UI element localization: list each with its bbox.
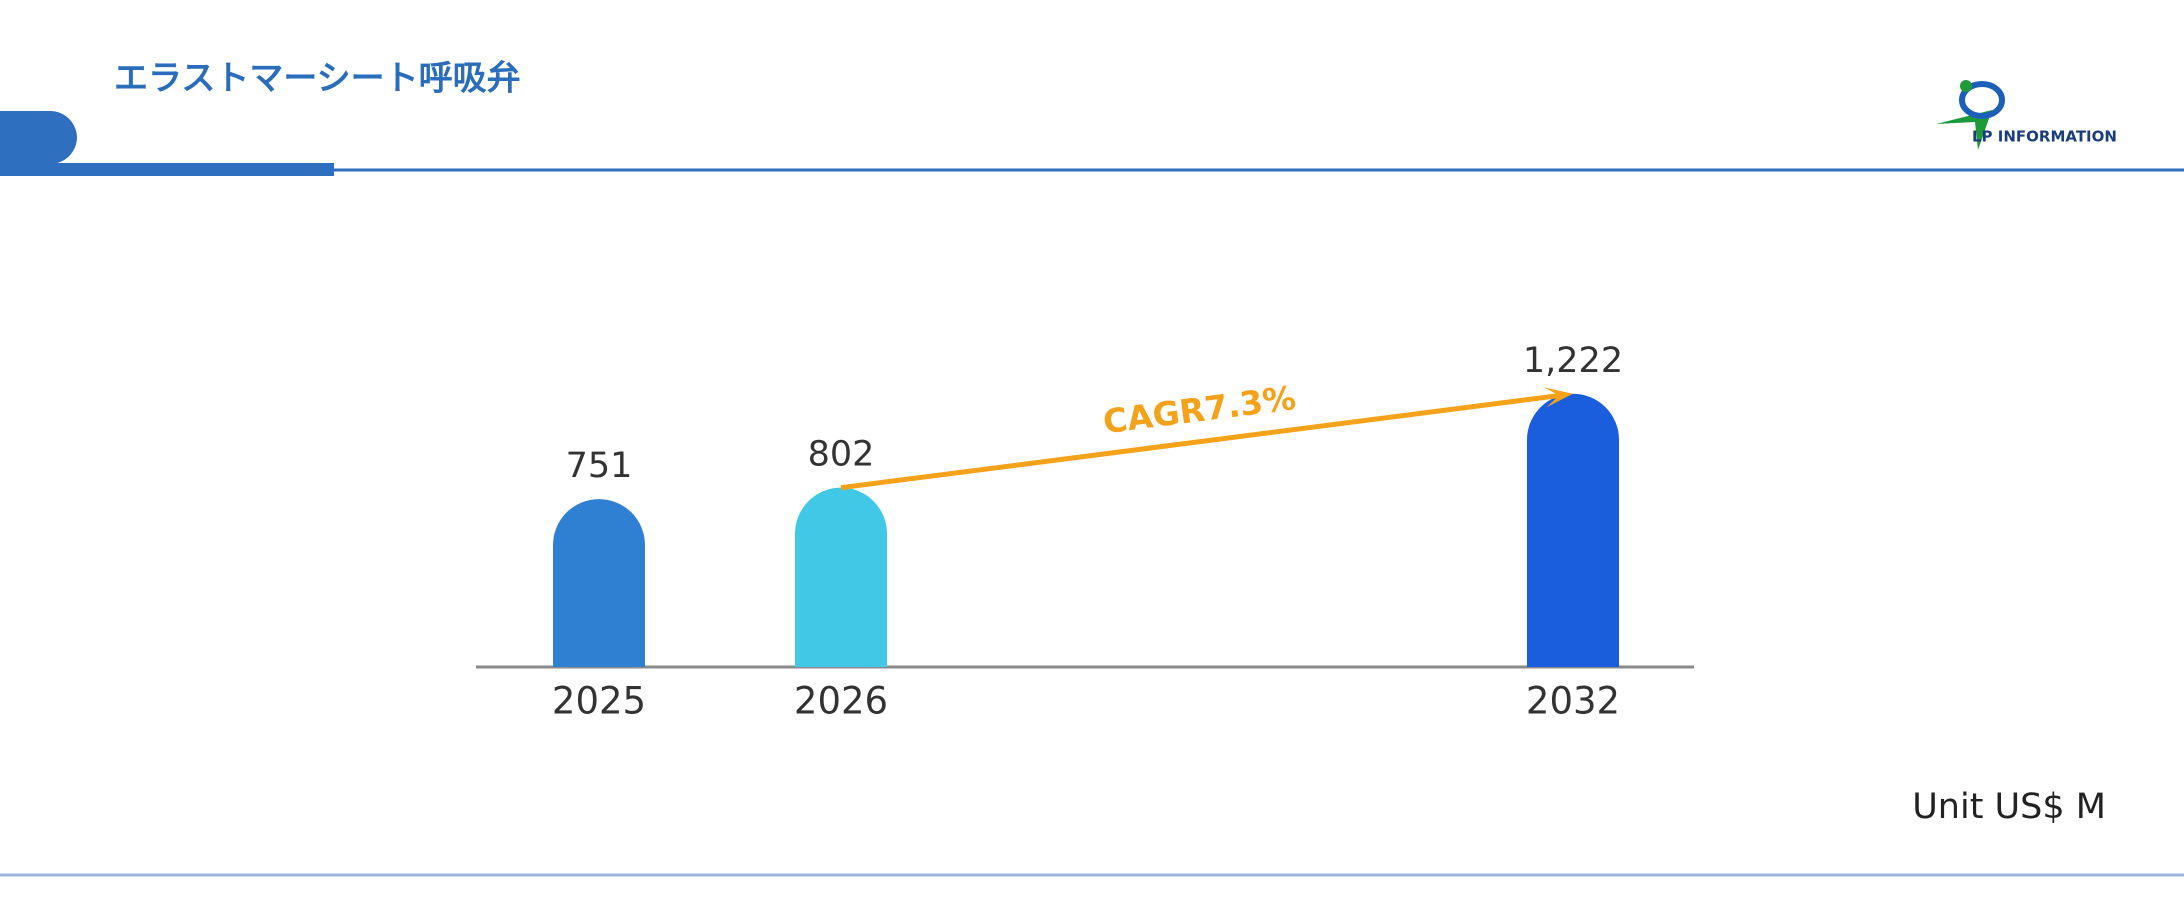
value-label: 802 bbox=[808, 435, 875, 475]
logo-ring bbox=[1959, 81, 2005, 119]
page-title: エラストマーシート呼吸弁 bbox=[114, 59, 521, 99]
x-tick-label: 2032 bbox=[1526, 680, 1620, 723]
unit-label: Unit US$ M bbox=[1912, 787, 2106, 827]
header-tab bbox=[0, 111, 77, 165]
x-tick-label: 2025 bbox=[552, 680, 646, 723]
logo-mark bbox=[1936, 110, 1992, 150]
header-bar bbox=[0, 163, 334, 176]
cagr-arrow bbox=[840, 393, 1560, 491]
logo-dot bbox=[1960, 80, 1972, 92]
value-label: 1,222 bbox=[1523, 341, 1623, 381]
cagr-arrowhead bbox=[1543, 387, 1573, 408]
bar bbox=[795, 487, 888, 667]
bar bbox=[1527, 393, 1619, 667]
x-tick-label: 2026 bbox=[794, 680, 888, 723]
logo: LP INFORMATION bbox=[1936, 80, 2117, 150]
bar bbox=[553, 499, 645, 667]
logo-text: LP INFORMATION bbox=[1972, 128, 2117, 146]
value-label: 751 bbox=[566, 446, 633, 486]
